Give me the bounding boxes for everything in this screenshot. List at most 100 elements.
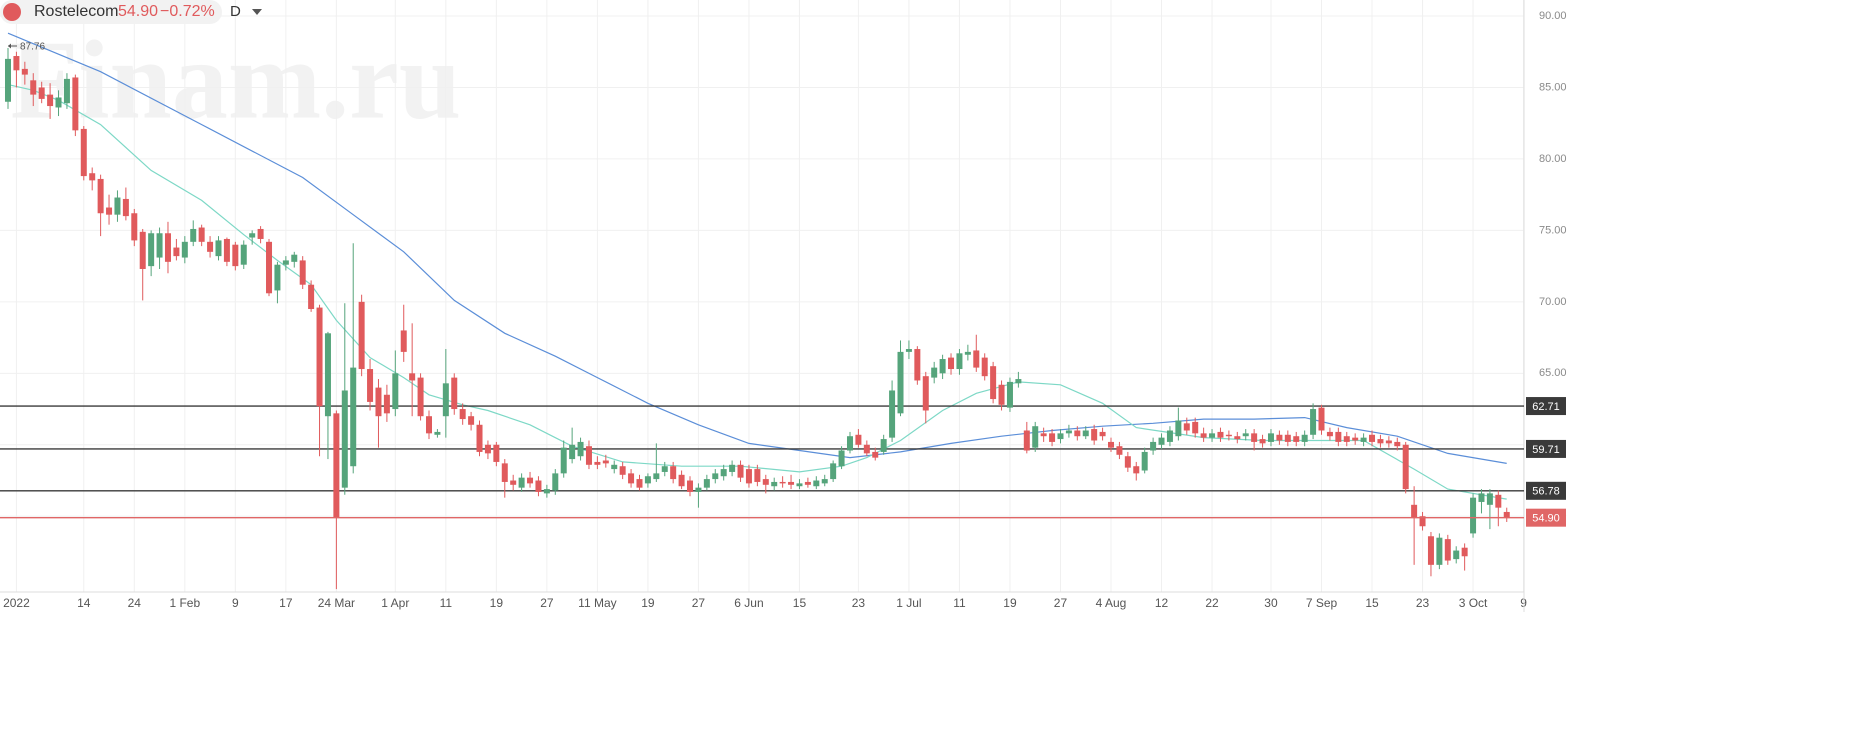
- moving-average: [7, 32, 1507, 464]
- x-tick-label: 19: [490, 596, 504, 610]
- candle-body: [956, 353, 963, 370]
- y-tick-label: 70.00: [1539, 296, 1567, 308]
- candle-body: [1259, 439, 1266, 444]
- candle-body: [1310, 409, 1317, 435]
- level-box: [1526, 439, 1566, 458]
- candle-body: [560, 447, 567, 474]
- candle-body: [308, 284, 315, 310]
- candle-body: [619, 466, 626, 475]
- candle-body: [1124, 456, 1131, 468]
- candle-body: [1251, 433, 1258, 442]
- candle-body: [425, 416, 432, 434]
- candle-body: [257, 228, 264, 239]
- candle-body: [97, 178, 104, 214]
- candle-body: [889, 390, 896, 438]
- candle-body: [139, 231, 146, 269]
- candle-body: [442, 383, 449, 417]
- candle-body: [1166, 430, 1173, 442]
- candle-body: [106, 207, 113, 215]
- candle-body: [89, 173, 96, 181]
- x-tick-label: 7 Sep: [1306, 596, 1338, 610]
- candle-body: [1419, 516, 1426, 527]
- candle-body: [771, 481, 778, 487]
- candle-body: [661, 466, 668, 472]
- candle-body: [358, 301, 365, 370]
- candle-body: [535, 480, 542, 492]
- candle-body: [703, 479, 710, 488]
- candle-body: [1335, 431, 1342, 442]
- candle-body: [223, 238, 230, 262]
- candle-body: [459, 409, 466, 420]
- candle-body: [762, 479, 769, 485]
- candle-body: [1015, 379, 1022, 384]
- interval[interactable]: D: [230, 3, 241, 20]
- candle-body: [636, 479, 643, 488]
- candle-body: [1108, 441, 1115, 448]
- candle-body: [1040, 433, 1047, 437]
- candle-body: [72, 77, 79, 131]
- candle-body: [1301, 434, 1308, 442]
- level-label: 59.71: [1532, 444, 1560, 456]
- candle-body: [1023, 430, 1030, 451]
- candle-body: [1436, 537, 1443, 565]
- candle-body: [914, 349, 921, 381]
- candle-body: [63, 78, 70, 104]
- candle-body: [729, 464, 736, 472]
- candle-body: [543, 489, 550, 494]
- candle-body: [712, 473, 719, 480]
- candle-body: [1150, 441, 1157, 451]
- candle-body: [796, 483, 803, 487]
- interval-dropdown[interactable]: [252, 9, 262, 15]
- candle-body: [451, 377, 458, 410]
- y-tick-label: 75.00: [1539, 224, 1567, 236]
- candle-body: [1141, 451, 1148, 471]
- y-tick-label: 80.00: [1539, 153, 1567, 165]
- symbol-name: Rostelecom: [34, 3, 118, 20]
- candle-body: [215, 240, 222, 257]
- candle-body: [880, 439, 887, 452]
- candle-body: [173, 247, 180, 257]
- candle-body: [788, 481, 795, 485]
- candle-body: [939, 359, 946, 374]
- x-tick-label: 11: [953, 596, 966, 610]
- candle-body: [1074, 430, 1081, 437]
- candle-body: [417, 377, 424, 417]
- candle-body: [745, 469, 752, 484]
- candle-body: [1486, 493, 1493, 505]
- level-label: 62.71: [1532, 401, 1560, 413]
- candle-body: [47, 94, 54, 107]
- candle-body: [628, 473, 635, 484]
- candle-body: [830, 463, 837, 480]
- candle-body: [30, 80, 37, 95]
- candle-body: [1394, 441, 1401, 447]
- candle-body: [577, 441, 584, 457]
- candle-body: [948, 357, 955, 370]
- candle-body: [282, 260, 289, 265]
- candle-body: [552, 473, 559, 491]
- candle-body: [400, 330, 407, 352]
- candle-body: [1411, 504, 1418, 518]
- candle-body: [367, 369, 374, 402]
- candle-body: [207, 241, 214, 252]
- candle-body: [821, 479, 828, 484]
- candle-body: [409, 373, 416, 381]
- candle-body: [678, 474, 685, 487]
- candle-body: [1284, 434, 1291, 442]
- candle-body: [1242, 433, 1249, 437]
- candle-body: [527, 477, 534, 484]
- candle-body: [1133, 466, 1140, 474]
- candle-body: [501, 463, 508, 482]
- candle-body: [611, 464, 618, 470]
- x-tick-label: 9: [232, 596, 239, 610]
- candle-body: [1503, 511, 1510, 518]
- x-tick-label: 23: [852, 596, 866, 610]
- candle-body: [468, 416, 475, 425]
- candle-body: [316, 307, 323, 407]
- max-marker: 87.76: [8, 42, 45, 53]
- header: Rostelecom 54.90 −0.72% D: [0, 0, 262, 24]
- candle-body: [838, 450, 845, 467]
- candle-body: [653, 473, 660, 480]
- candle-body: [1369, 434, 1376, 442]
- level-box: [1526, 481, 1566, 500]
- candle-body: [1402, 444, 1409, 490]
